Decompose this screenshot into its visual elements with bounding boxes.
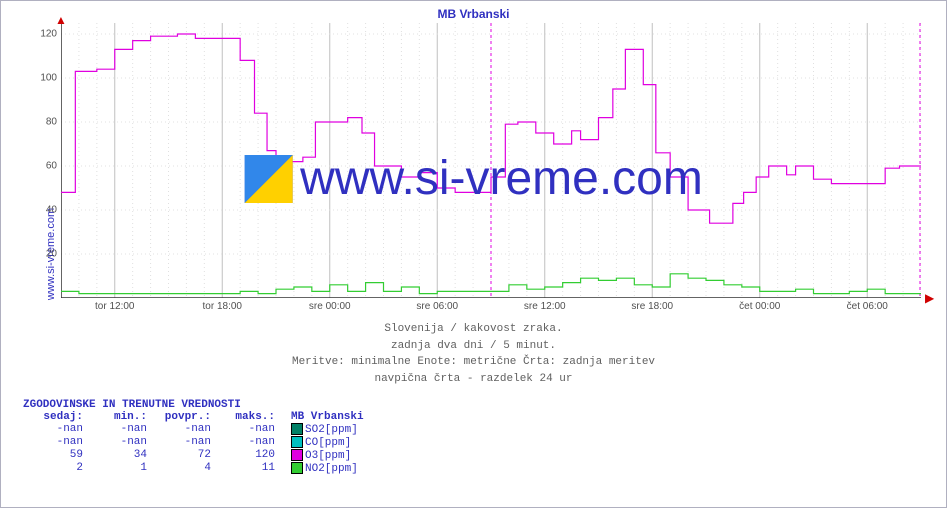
chart-title: MB Vrbanski [437,7,509,21]
col-min: min.: [87,411,151,423]
cell-legend: O3[ppm] [279,449,368,462]
cell-povpr: 4 [151,462,215,475]
x-tick: sre 12:00 [524,301,566,312]
caption-line-0: Slovenija / kakovost zraka. [1,321,946,338]
x-tick: sre 18:00 [631,301,673,312]
x-tick: tor 18:00 [203,301,242,312]
x-tick: čet 00:00 [739,301,780,312]
cell-min: -nan [87,436,151,449]
y-tick: 60 [46,161,57,172]
cell-maks: 11 [215,462,279,475]
col-station: MB Vrbanski [279,411,368,423]
table-row: -nan-nan-nan-nanCO[ppm] [23,436,368,449]
caption-line-2: Meritve: minimalne Enote: metrične Črta:… [1,354,946,371]
legend-color-icon [291,436,303,448]
chart-captions: Slovenija / kakovost zraka. zadnja dva d… [1,321,946,387]
caption-line-1: zadnja dva dni / 5 minut. [1,338,946,355]
y-tick: 80 [46,117,57,128]
x-tick: sre 06:00 [416,301,458,312]
col-sedaj: sedaj: [23,411,87,423]
legend-color-icon [291,462,303,474]
cell-sedaj: 59 [23,449,87,462]
legend-color-icon [291,449,303,461]
y-tick: 40 [46,205,57,216]
legend-color-icon [291,423,303,435]
table-row: -nan-nan-nan-nanSO2[ppm] [23,423,368,436]
plot-area [61,23,921,298]
cell-maks: -nan [215,436,279,449]
cell-povpr: -nan [151,436,215,449]
caption-line-3: navpična črta - razdelek 24 ur [1,371,946,388]
cell-maks: -nan [215,423,279,436]
y-tick: 20 [46,249,57,260]
cell-min: -nan [87,423,151,436]
chart-container: www.si-vreme.com MB Vrbanski 20406080100… [0,0,947,508]
cell-legend: CO[ppm] [279,436,368,449]
table-row: 593472120O3[ppm] [23,449,368,462]
y-tick: 120 [40,29,57,40]
cell-sedaj: -nan [23,423,87,436]
cell-povpr: -nan [151,423,215,436]
cell-sedaj: 2 [23,462,87,475]
stats-table: sedaj: min.: povpr.: maks.: MB Vrbanski … [23,411,368,475]
axis-arrow-right-icon: ▶ [925,291,934,305]
x-tick: sre 00:00 [309,301,351,312]
stats-columns-row: sedaj: min.: povpr.: maks.: MB Vrbanski [23,411,368,423]
stats-block: ZGODOVINSKE IN TRENUTNE VREDNOSTI sedaj:… [23,399,368,475]
cell-maks: 120 [215,449,279,462]
x-tick-labels: tor 12:00 tor 18:00 sre 00:00 sre 06:00 sre … [61,301,921,315]
y-tick-labels: 20 40 60 80 100 120 [29,23,57,298]
cell-legend: NO2[ppm] [279,462,368,475]
cell-povpr: 72 [151,449,215,462]
stats-header: ZGODOVINSKE IN TRENUTNE VREDNOSTI [23,399,368,411]
col-povpr: povpr.: [151,411,215,423]
cell-legend: SO2[ppm] [279,423,368,436]
cell-min: 34 [87,449,151,462]
cell-sedaj: -nan [23,436,87,449]
x-tick: čet 06:00 [847,301,888,312]
table-row: 21411NO2[ppm] [23,462,368,475]
cell-min: 1 [87,462,151,475]
axis-arrow-up-icon: ▲ [55,13,67,27]
y-tick: 100 [40,73,57,84]
x-tick: tor 12:00 [95,301,134,312]
col-maks: maks.: [215,411,279,423]
